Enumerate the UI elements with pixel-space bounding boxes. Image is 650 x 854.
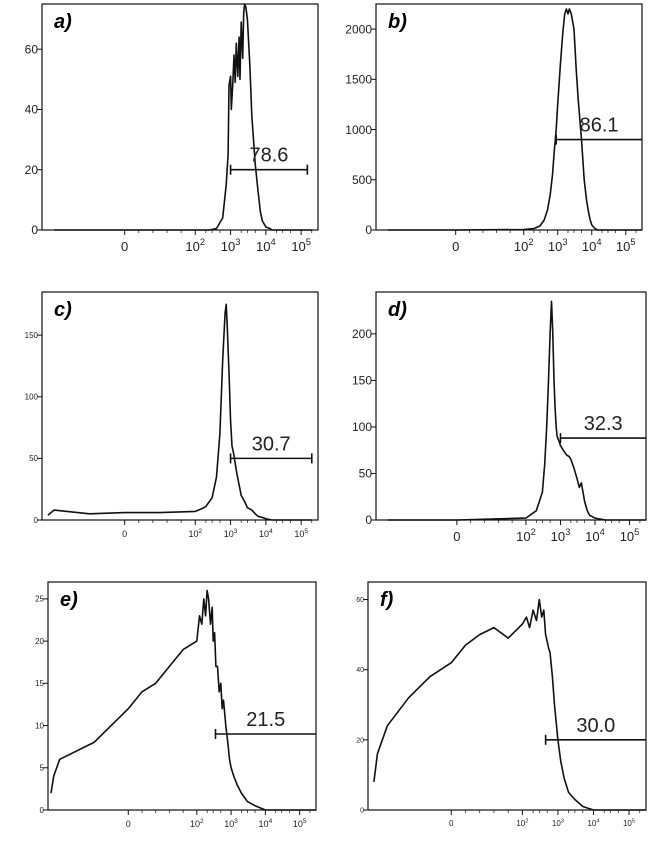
y-tick-label: 60 xyxy=(356,597,364,604)
y-tick-label: 15 xyxy=(35,679,44,688)
x-tick-label: 105 xyxy=(294,528,308,539)
y-tick-label: 0 xyxy=(40,806,45,815)
plot-frame xyxy=(41,3,319,231)
x-tick-label: 105 xyxy=(616,237,636,254)
histogram-line xyxy=(387,8,642,231)
x-tick-label: 103 xyxy=(551,527,571,544)
x-tick-label: 102 xyxy=(516,818,528,828)
y-tick-label: 2000 xyxy=(345,22,372,36)
panel-label: f) xyxy=(380,589,394,611)
y-tick-label: 150 xyxy=(352,374,372,388)
panel-label: a) xyxy=(54,11,72,33)
x-tick-label: 0 xyxy=(122,529,127,539)
y-tick-label: 0 xyxy=(34,516,39,525)
x-tick-label: 104 xyxy=(256,237,276,254)
y-tick-label: 1000 xyxy=(345,123,372,137)
y-tick-label: 60 xyxy=(25,42,39,56)
histogram-panel-4: 0 102 103 104 105 0 50 100 150 200 32.3 d) xyxy=(352,291,647,544)
gate-percentage-label: 86.1 xyxy=(580,115,619,137)
y-tick-label: 5 xyxy=(40,764,45,773)
plot-frame xyxy=(367,581,647,811)
y-tick-label: 1500 xyxy=(345,73,372,87)
panel-label: d) xyxy=(388,299,407,321)
y-tick-label: 40 xyxy=(25,103,39,117)
gate-percentage-label: 30.7 xyxy=(252,433,291,455)
x-tick-label: 103 xyxy=(548,237,568,254)
x-tick-label: 102 xyxy=(514,237,534,254)
plot-frame xyxy=(41,291,319,521)
x-tick-label: 104 xyxy=(582,237,602,254)
histogram-panel-2: 0 102 103 104 105 0 500 1000 1500 2000 86.1 b) xyxy=(345,3,643,254)
histogram-line xyxy=(47,303,312,521)
y-tick-label: 40 xyxy=(356,667,364,674)
x-tick-label: 103 xyxy=(224,818,238,829)
x-tick-label: 103 xyxy=(221,237,241,254)
y-tick-label: 10 xyxy=(35,721,44,730)
x-tick-label: 103 xyxy=(552,818,564,828)
y-tick-label: 50 xyxy=(359,467,373,481)
x-tick-label: 0 xyxy=(121,239,128,254)
x-tick-label: 105 xyxy=(620,527,640,544)
x-tick-label: 0 xyxy=(453,529,460,544)
y-tick-label: 0 xyxy=(31,223,38,237)
histogram-line xyxy=(50,589,316,811)
y-tick-label: 20 xyxy=(356,737,364,744)
plot-frame xyxy=(375,291,647,521)
y-tick-label: 20 xyxy=(25,163,39,177)
x-tick-label: 105 xyxy=(293,818,307,829)
x-tick-label: 105 xyxy=(291,237,311,254)
x-tick-label: 105 xyxy=(623,818,635,828)
y-tick-label: 20 xyxy=(35,637,44,646)
x-tick-label: 0 xyxy=(126,819,131,829)
x-tick-label: 0 xyxy=(452,239,459,254)
x-tick-label: 104 xyxy=(585,527,605,544)
gate-percentage-label: 30.0 xyxy=(576,715,615,737)
y-tick-label: 50 xyxy=(29,454,38,463)
y-tick-label: 200 xyxy=(352,327,372,341)
panel-label: b) xyxy=(388,11,407,33)
y-tick-label: 0 xyxy=(365,513,372,527)
gate-percentage-label: 32.3 xyxy=(584,413,623,435)
y-tick-label: 100 xyxy=(352,420,372,434)
y-tick-label: 25 xyxy=(35,595,44,604)
plot-frame xyxy=(47,581,317,811)
histogram-panel-3: 0 102 103 104 105 0 50 100 150 30.7 c) xyxy=(25,291,319,539)
x-tick-label: 102 xyxy=(516,527,536,544)
histogram-panel-5: 0 102 103 104 105 0 5 10 15 20 25 21.5 e) xyxy=(35,581,317,829)
x-tick-label: 102 xyxy=(190,818,204,829)
histogram-panel-1: 0 102 103 104 105 0 20 40 60 78.6 a) xyxy=(25,3,319,254)
y-tick-label: 0 xyxy=(360,807,364,814)
histogram-panel-6: 0 102 103 104 105 0 20 40 60 30.0 f) xyxy=(356,581,647,828)
histogram-line xyxy=(54,3,312,231)
y-tick-label: 500 xyxy=(352,173,372,187)
gate-percentage-label: 78.6 xyxy=(250,145,289,167)
x-tick-label: 104 xyxy=(587,818,600,828)
x-tick-label: 102 xyxy=(188,528,202,539)
x-tick-label: 104 xyxy=(259,818,273,829)
gate-percentage-label: 21.5 xyxy=(246,709,285,731)
histogram-line xyxy=(373,598,646,811)
x-tick-label: 102 xyxy=(185,237,205,254)
panel-label: e) xyxy=(60,589,78,611)
histogram-line xyxy=(387,300,646,521)
x-tick-label: 104 xyxy=(259,528,273,539)
y-tick-label: 150 xyxy=(25,331,39,340)
panel-label: c) xyxy=(54,299,72,321)
x-tick-label: 103 xyxy=(224,528,238,539)
x-tick-label: 0 xyxy=(449,819,454,828)
y-tick-label: 0 xyxy=(365,223,372,237)
y-tick-label: 100 xyxy=(25,393,39,402)
